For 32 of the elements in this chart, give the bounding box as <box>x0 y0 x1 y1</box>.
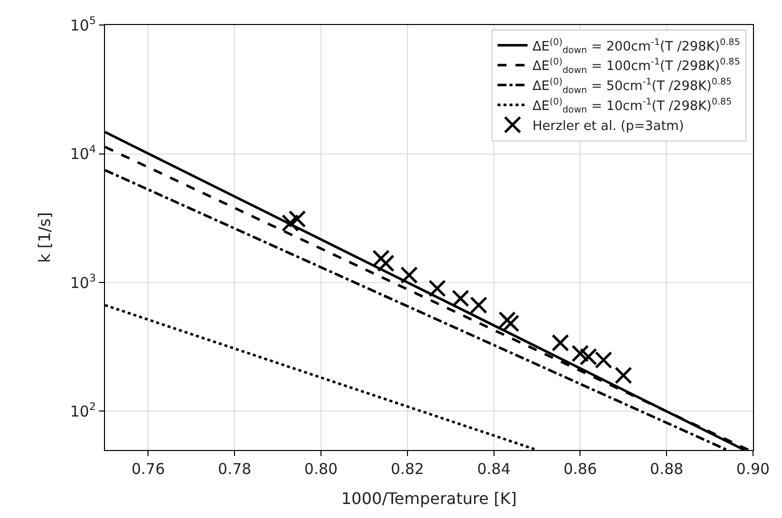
y-tick-label: 10$^{4}$ <box>70 144 96 163</box>
point <box>571 344 589 362</box>
point <box>614 366 632 384</box>
x-tick-label: 0.90 <box>736 460 770 478</box>
x-tick-label: 0.80 <box>304 460 338 478</box>
point <box>400 266 418 284</box>
point <box>377 254 395 272</box>
point <box>452 290 470 308</box>
y-tick-label: 10$^{5}$ <box>70 14 96 34</box>
x-tick-label: 0.88 <box>650 460 684 478</box>
y-tick-label: 10$^{2}$ <box>70 401 96 420</box>
x-tick-label: 0.84 <box>477 460 511 478</box>
x-tick-label: 0.86 <box>563 460 597 478</box>
y-tick-label: 10$^{3}$ <box>70 272 96 292</box>
legend-label: ΔE$^{(0)}$$_{down}$ = 10cm$^{-1}$(T /298K)$^{0.85}$ <box>532 98 732 116</box>
legend-label: ΔE$^{(0)}$$_{down}$ = 200cm$^{-1}$(T /298K)$^{0.85}$ <box>532 38 740 56</box>
point <box>502 314 520 332</box>
legend-label: Herzler et al. (p=3atm) <box>532 118 684 134</box>
point <box>498 311 516 329</box>
x-axis-title: 1000/Temperature [K] <box>341 488 517 508</box>
y-axis-title: k [1/s] <box>35 212 54 263</box>
x-tick-label: 0.82 <box>390 460 424 478</box>
x-tick-label: 0.76 <box>131 460 165 478</box>
point <box>470 296 488 314</box>
legend-label: ΔE$^{(0)}$$_{down}$ = 50cm$^{-1}$(T /298K)$^{0.85}$ <box>532 78 732 96</box>
legend-label: ΔE$^{(0)}$$_{down}$ = 100cm$^{-1}$(T /298K)$^{0.85}$ <box>532 58 740 76</box>
point <box>288 210 306 228</box>
point <box>428 280 446 298</box>
point <box>372 250 390 268</box>
point <box>552 334 570 352</box>
x-tick-label: 0.78 <box>218 460 252 478</box>
point <box>282 214 300 232</box>
